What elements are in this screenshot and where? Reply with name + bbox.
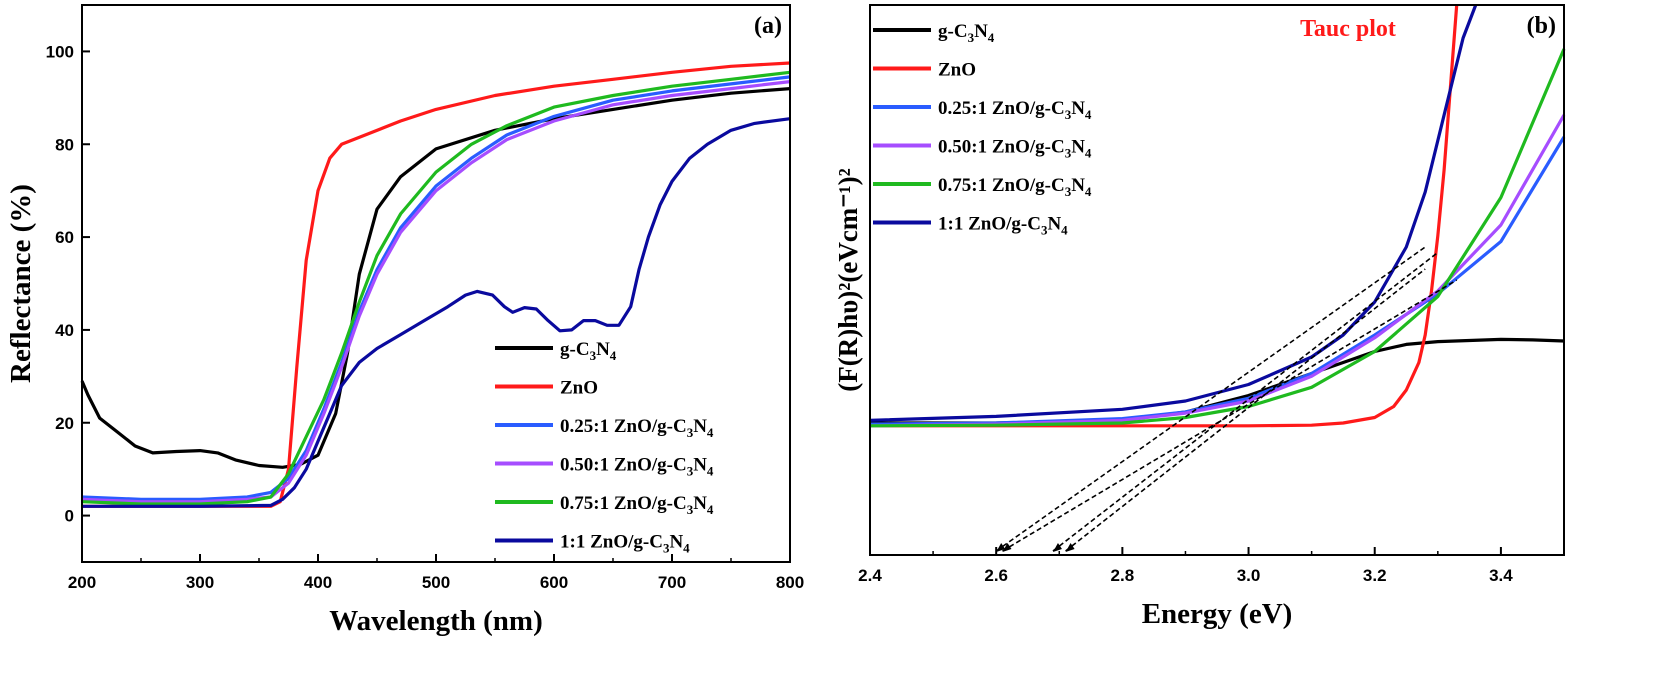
- tangent-line-4: [1065, 268, 1426, 552]
- y-tick-label: 80: [55, 135, 74, 154]
- legend-label-0-75-1-zno-g-c3n4: 0.75:1 ZnO/g-C3N4: [560, 493, 714, 517]
- tangent-line-3: [1052, 251, 1439, 552]
- series-line-1-1-zno-g-c3n4: [869, 4, 1478, 422]
- tangent-arrowhead-1: [996, 543, 1006, 552]
- series-line-0-50-1-zno-g-c3n4: [869, 114, 1566, 428]
- tauc-plot-annotation: Tauc plot: [1300, 16, 1396, 42]
- tangent-arrowhead-4: [1065, 543, 1075, 552]
- x-tick-label: 300: [186, 573, 214, 592]
- y-axis-label: Reflectance (%): [5, 184, 37, 383]
- x-tick-label: 2.6: [984, 566, 1008, 585]
- legend-label-1-1-zno-g-c3n4: 1:1 ZnO/g-C3N4: [560, 532, 690, 556]
- legend-label-zno: ZnO: [560, 378, 598, 399]
- y-tick-label: 20: [55, 414, 74, 433]
- x-tick-label: 200: [68, 573, 96, 592]
- y-tick-label: 40: [55, 321, 74, 340]
- y-tick-label: 0: [65, 507, 74, 526]
- tangent-line-2: [1002, 279, 1458, 552]
- series-line-1-1-zno-g-c3n4: [82, 117, 791, 508]
- panel-label: (a): [754, 13, 782, 39]
- x-tick-label: 3.4: [1489, 566, 1513, 585]
- panel-b: 2.4 2.6 2.8 3.0 3.2 3.4 Energy (eV) (F(R)hυ)²(e…: [833, 0, 1566, 630]
- legend-label-0-25-1-zno-g-c3n4: 0.25:1 ZnO/g-C3N4: [560, 416, 714, 440]
- tangent-line-1: [995, 246, 1426, 552]
- series-line-zno: [870, 4, 1459, 428]
- x-tick-label: 3.2: [1363, 566, 1387, 585]
- legend-label-1-1-zno-g-c3n4: 1:1 ZnO/g-C3N4: [938, 214, 1068, 238]
- x-tick-label: 2.4: [858, 566, 882, 585]
- plot-frame: [869, 4, 1565, 556]
- x-axis-label: Energy (eV): [1142, 598, 1293, 630]
- legend-label-0-25-1-zno-g-c3n4: 0.25:1 ZnO/g-C3N4: [938, 98, 1092, 122]
- series-line-0-75-1-zno-g-c3n4: [869, 48, 1566, 428]
- tangent-arrowhead-3: [1052, 543, 1062, 552]
- panel-a: 200 300 400 500 600 700 800 0 20 40 60 80 100 Wavelen…: [5, 0, 804, 637]
- series-line-0-25-1-zno-g-c3n4: [81, 75, 791, 501]
- legend-label-zno: ZnO: [938, 60, 976, 81]
- series-line-0-75-1-zno-g-c3n4: [81, 70, 791, 506]
- series-line-zno: [82, 61, 791, 508]
- x-tick-label: 700: [658, 573, 686, 592]
- legend-label-g-c3n4: g-C3N4: [938, 21, 995, 45]
- x-tick-label: 500: [422, 573, 450, 592]
- tangent-arrowhead-2: [1002, 543, 1012, 552]
- x-tick-label: 400: [304, 573, 332, 592]
- y-tick-label: 100: [46, 42, 74, 61]
- y-axis-label: (F(R)hυ)²(eVcm⁻¹)²: [833, 168, 863, 391]
- y-tick-label: 60: [55, 228, 74, 247]
- legend-label-0-75-1-zno-g-c3n4: 0.75:1 ZnO/g-C3N4: [938, 175, 1092, 199]
- series-line-g-c3n4: [80, 87, 791, 469]
- legend-label-g-c3n4: g-C3N4: [560, 339, 617, 363]
- legend-label-0-50-1-zno-g-c3n4: 0.50:1 ZnO/g-C3N4: [560, 455, 714, 479]
- x-tick-label: 800: [776, 573, 804, 592]
- top-mask: [82, 0, 790, 5]
- x-axis-label: Wavelength (nm): [329, 605, 542, 637]
- x-tick-label: 3.0: [1237, 566, 1261, 585]
- x-tick-label: 600: [540, 573, 568, 592]
- x-tick-label: 2.8: [1111, 566, 1135, 585]
- legend-label-0-50-1-zno-g-c3n4: 0.50:1 ZnO/g-C3N4: [938, 137, 1092, 161]
- top-mask: [870, 0, 1564, 5]
- series-line-0-50-1-zno-g-c3n4: [81, 80, 791, 504]
- panel-label: (b): [1527, 13, 1556, 39]
